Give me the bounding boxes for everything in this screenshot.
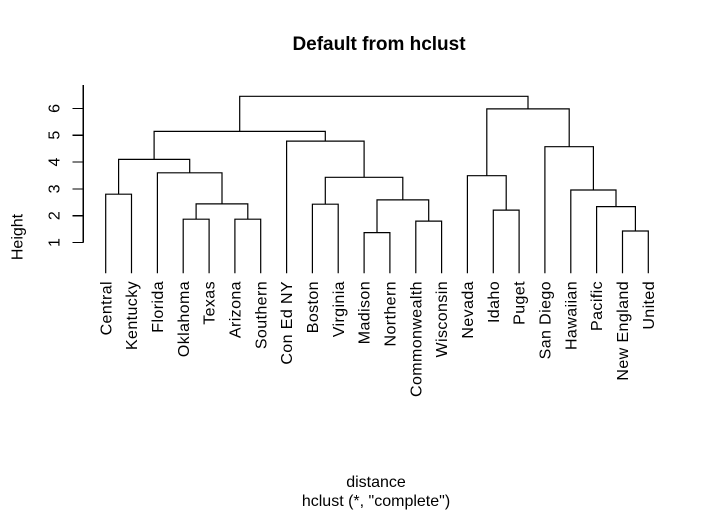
leaf-label: Puget: [512, 281, 529, 325]
leaf-label: Idaho: [486, 281, 503, 323]
y-axis: 1 2 3 4 5 6: [47, 85, 84, 247]
y-axis-label: Height: [10, 213, 27, 260]
leaf-label: Commonwealth: [408, 281, 425, 397]
leaf-label: Southern: [253, 281, 270, 349]
chart-title: Default from hclust: [292, 34, 466, 55]
y-tick-label: 2: [47, 211, 64, 220]
cluster-branch: [195, 203, 249, 220]
leaf-label: Texas: [202, 281, 219, 325]
leaf-label: Madison: [357, 281, 374, 344]
leaf-label: Virginia: [331, 281, 348, 337]
leaf-label: Florida: [150, 281, 167, 333]
cluster-branch: [234, 218, 262, 274]
y-tick-label: 4: [47, 157, 64, 166]
leaf-label: Con Ed NY: [279, 281, 296, 365]
cluster-branch: [239, 95, 529, 132]
leaf-label: Kentucky: [124, 281, 141, 350]
cluster-branch: [156, 172, 223, 274]
leaf-label: Northern: [383, 281, 400, 346]
cluster-branch: [544, 146, 594, 274]
cluster-branch: [486, 108, 570, 176]
y-tick-label: 5: [47, 131, 64, 140]
y-tick-label: 6: [47, 104, 64, 113]
cluster-branch: [311, 203, 339, 274]
y-tick-label: 1: [47, 238, 64, 247]
leaf-label: New England: [615, 281, 632, 381]
leaf-label: San Diego: [538, 281, 555, 359]
leaf-labels: Central Kentucky Florida Oklahoma Texas Arizo…: [98, 281, 658, 397]
cluster-branch: [153, 130, 326, 160]
y-tick-label: 3: [47, 184, 64, 193]
dendrogram-tree: [105, 95, 649, 274]
cluster-branch: [492, 209, 520, 274]
cluster-branch: [621, 230, 649, 274]
leaf-label: Arizona: [227, 281, 244, 338]
cluster-branch: [376, 199, 430, 233]
hclust-call-subtitle: hclust (*, "complete"): [302, 493, 450, 510]
cluster-branch: [570, 189, 617, 274]
cluster-branch: [182, 218, 210, 274]
leaf-label: Nevada: [460, 281, 477, 339]
cluster-branch: [415, 220, 443, 274]
leaf-label: Boston: [305, 281, 322, 333]
cluster-branch: [363, 232, 391, 274]
cluster-branch: [286, 140, 365, 274]
cluster-branch: [118, 158, 191, 195]
leaf-label: Hawaiian: [563, 281, 580, 350]
leaf-label: Central: [98, 281, 115, 335]
leaf-label: United: [641, 281, 658, 330]
leaf-label: Oklahoma: [176, 281, 193, 357]
leaf-label: Pacific: [589, 281, 606, 331]
cluster-branch: [596, 206, 636, 274]
leaf-label: Wisconsin: [434, 281, 451, 358]
cluster-branch: [466, 175, 507, 274]
x-axis-label: distance: [346, 474, 406, 491]
cluster-branch: [105, 193, 133, 274]
